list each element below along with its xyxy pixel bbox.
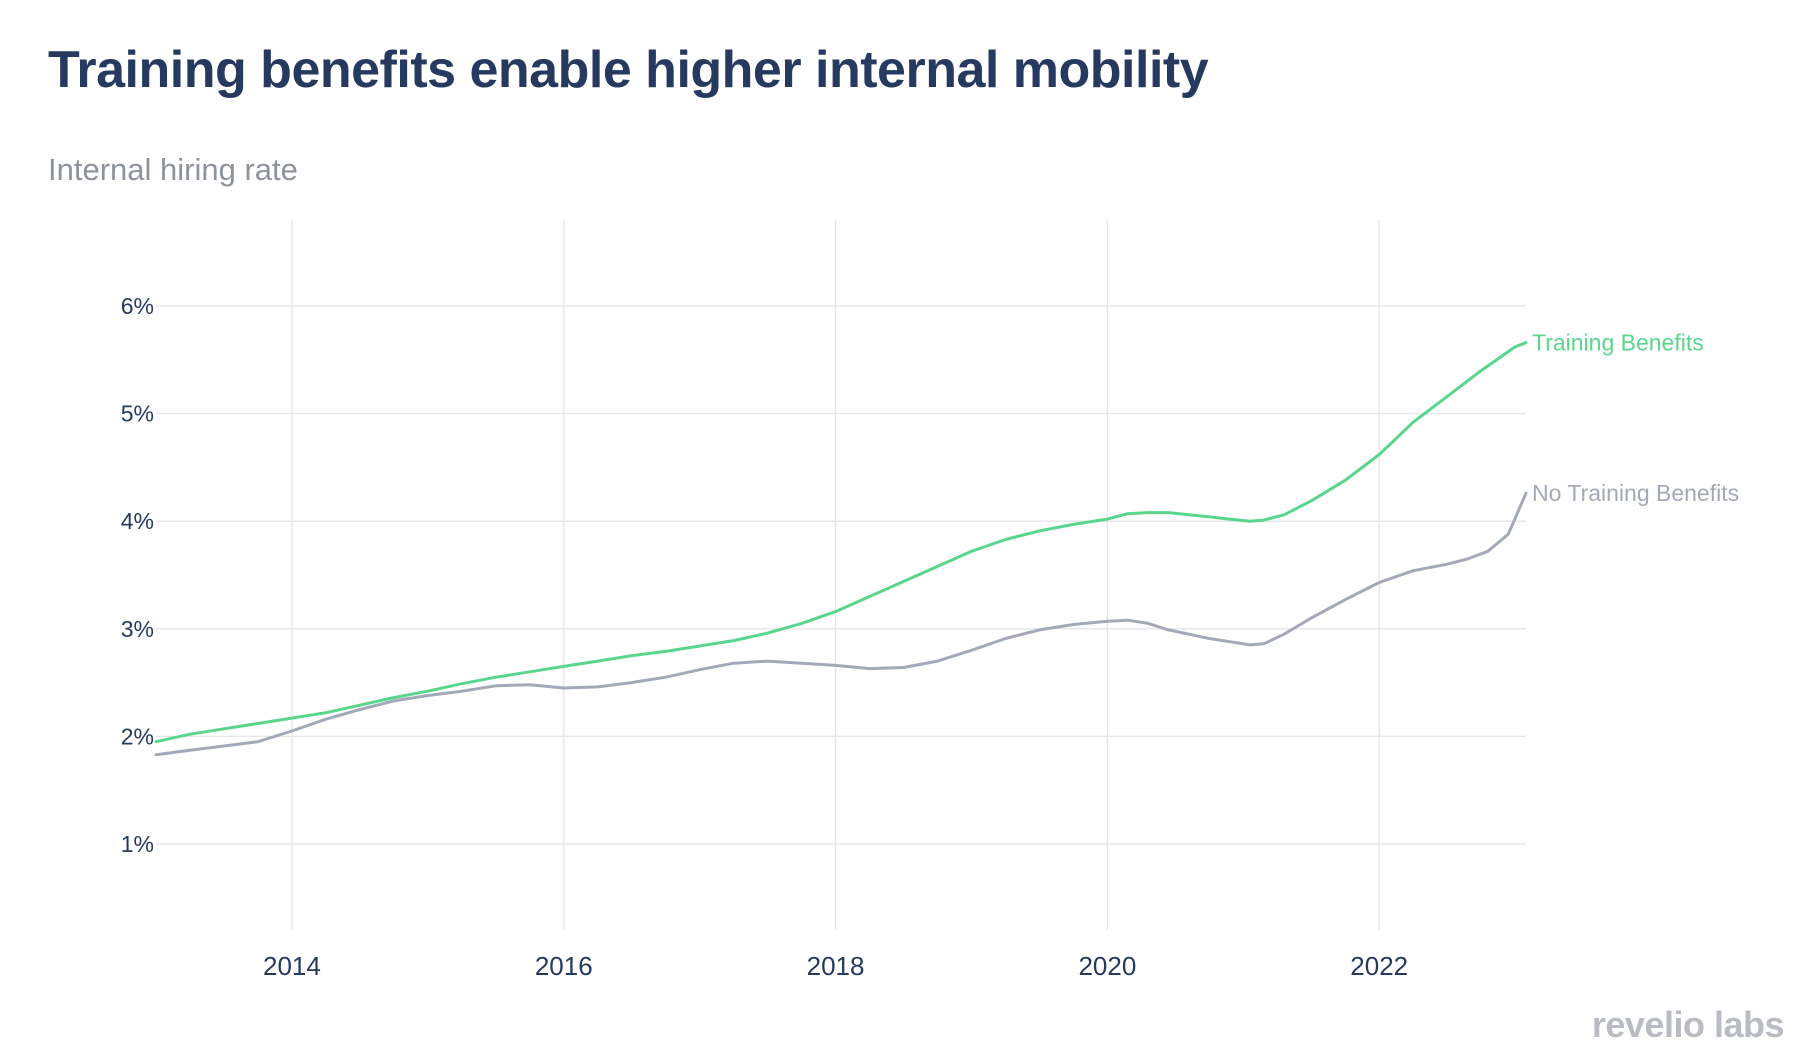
x-tick-label: 2022 [1350, 951, 1408, 981]
revelio-labs-logo: revelio labs [1591, 1004, 1785, 1045]
y-tick-label: 5% [121, 401, 154, 427]
y-tick-label: 2% [121, 723, 154, 749]
training-benefits-label: Training Benefits [1532, 330, 1704, 356]
x-tick-label: 2016 [535, 951, 593, 981]
x-tick-label: 2018 [807, 951, 865, 981]
tick-layer: 1% 2% 3% 4% 5% 6% 2014 2016 2018 2020 2022 [121, 293, 1408, 981]
x-tick-label: 2014 [263, 951, 321, 981]
y-tick-label: 6% [121, 293, 154, 319]
training-benefits-line [154, 341, 1528, 744]
y-tick-label: 4% [121, 508, 154, 534]
no-training-benefits-label: No Training Benefits [1532, 480, 1739, 506]
y-tick-label: 1% [121, 831, 154, 857]
series-layer [154, 341, 1528, 757]
x-tick-label: 2020 [1078, 951, 1136, 981]
chart-title: Training benefits enable higher internal… [48, 41, 1209, 99]
no-training-benefits-line [154, 491, 1528, 757]
chart-subtitle: Internal hiring rate [48, 152, 298, 187]
grid-layer [156, 220, 1526, 930]
y-tick-label: 3% [121, 616, 154, 642]
series-label-layer: Training Benefits No Training Benefits [1532, 330, 1739, 507]
